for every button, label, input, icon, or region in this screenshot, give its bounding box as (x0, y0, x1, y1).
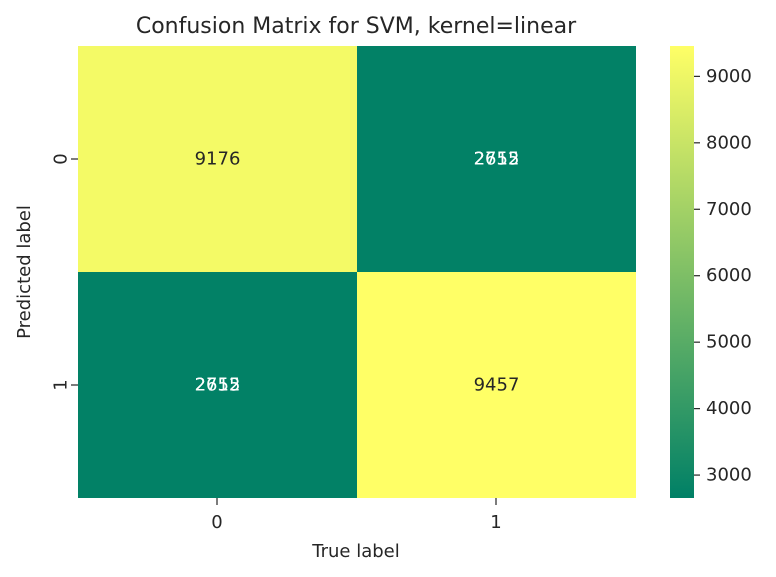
x-axis: 0 1 True label (211, 498, 502, 562)
cell-label-1-0-3: 2655 (195, 375, 241, 396)
y-tick-label-1: 1 (50, 379, 71, 390)
colorbar-tick-label-4000: 4000 (706, 398, 752, 419)
heatmap-cell-1-1 (357, 272, 636, 498)
colorbar-tick-label-3000: 3000 (706, 465, 752, 486)
colorbar-ticks: 3000 4000 5000 6000 7000 8000 9000 (694, 66, 752, 486)
colorbar-tick-label-7000: 7000 (706, 199, 752, 220)
cell-label-0-1-2: 2712 (474, 149, 520, 170)
colorbar-tick-label-5000: 5000 (706, 332, 752, 353)
y-axis-label: Predicted label (14, 205, 35, 339)
cell-label-1-1-5: 9457 (474, 375, 520, 396)
y-tick-label-0: 0 (50, 153, 71, 164)
y-axis: 0 1 Predicted label (14, 153, 78, 391)
cell-label-0-1-1: 2655 (474, 149, 520, 170)
colorbar-tick-label-9000: 9000 (706, 66, 752, 87)
heatmap-cell-1-0 (78, 272, 357, 498)
x-axis-label: True label (311, 541, 400, 562)
heatmap-cell-0-0 (78, 46, 357, 272)
colorbar: 3000 4000 5000 6000 7000 8000 9000 (670, 46, 752, 498)
cell-label-0-0-0: 9176 (195, 149, 241, 170)
colorbar-tick-label-6000: 6000 (706, 265, 752, 286)
chart-title: Confusion Matrix for SVM, kernel=linear (136, 14, 577, 39)
colorbar-tick-label-8000: 8000 (706, 132, 752, 153)
x-tick-label-0: 0 (211, 512, 222, 533)
heatmap-cell-0-1 (357, 46, 636, 272)
x-tick-label-1: 1 (490, 512, 501, 533)
heatmap-cells (78, 46, 636, 498)
cell-label-1-0-4: 2712 (195, 375, 241, 396)
colorbar-gradient (670, 46, 694, 498)
